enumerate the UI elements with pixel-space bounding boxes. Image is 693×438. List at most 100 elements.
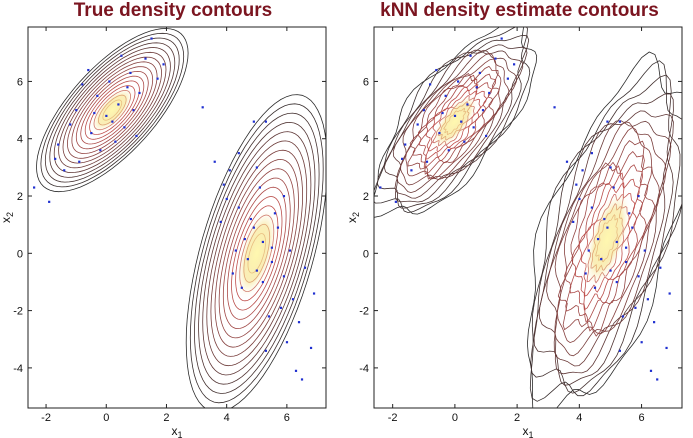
data-point <box>264 349 267 352</box>
contour-line <box>71 66 154 155</box>
data-point <box>150 37 153 40</box>
contour-line <box>564 151 649 332</box>
data-point <box>625 260 628 264</box>
contour-line <box>214 158 299 348</box>
data-point <box>600 258 603 261</box>
y-tick-label: 0 <box>363 248 369 260</box>
chart-title: kNN density estimate contours <box>380 0 659 21</box>
contour-line <box>218 168 295 339</box>
contour-line <box>575 172 640 311</box>
data-point <box>276 226 280 229</box>
contour-line <box>222 177 291 330</box>
data-point <box>219 220 222 223</box>
contour-line <box>546 120 672 367</box>
contour-line <box>189 103 324 404</box>
data-point <box>48 200 51 203</box>
data-point <box>126 86 129 89</box>
data-point <box>69 123 72 126</box>
data-point <box>612 186 615 189</box>
y-tick-label: 6 <box>17 76 23 88</box>
data-point <box>270 260 274 264</box>
data-point <box>394 200 397 203</box>
data-point <box>114 140 117 143</box>
y-tick-label: -2 <box>359 306 369 318</box>
data-point <box>401 157 404 160</box>
data-point <box>584 272 587 275</box>
data-point <box>252 120 255 123</box>
x-tick-label: 0 <box>103 412 109 424</box>
data-point <box>279 306 283 309</box>
contour-line <box>206 140 308 367</box>
data-point <box>597 237 600 241</box>
data-point <box>481 109 485 112</box>
contour-line <box>529 60 682 402</box>
x-tick-label: 2 <box>163 412 169 424</box>
y-tick-label: 4 <box>363 134 369 146</box>
contour-line <box>374 27 538 218</box>
contour-line <box>62 56 162 164</box>
data-point <box>643 249 646 252</box>
contour-line <box>526 51 682 408</box>
data-point <box>621 315 625 318</box>
data-point <box>500 37 503 40</box>
contour-line <box>58 51 167 169</box>
data-point <box>488 91 491 95</box>
contour-line <box>383 44 528 203</box>
data-point <box>90 131 93 135</box>
x-tick-label: -2 <box>388 412 398 424</box>
data-point <box>63 169 66 172</box>
data-point <box>78 160 81 163</box>
y-tick-label: 2 <box>17 191 23 203</box>
data-point <box>553 106 556 109</box>
data-point <box>288 249 292 252</box>
data-point <box>572 220 575 223</box>
contour-line <box>533 93 674 386</box>
data-point <box>291 298 295 301</box>
data-point <box>246 258 249 261</box>
data-point <box>565 160 569 163</box>
data-point <box>54 157 57 160</box>
data-point <box>75 109 78 112</box>
data-point <box>453 114 457 118</box>
data-point <box>668 292 671 295</box>
contour-line <box>231 196 283 311</box>
data-point <box>252 226 255 229</box>
data-point <box>478 71 481 75</box>
data-point <box>222 183 225 186</box>
data-point <box>240 286 243 289</box>
data-point <box>270 246 274 249</box>
data-point <box>135 134 138 138</box>
data-point <box>234 249 237 252</box>
contour-layer <box>33 28 326 408</box>
data-point <box>93 111 96 115</box>
y-tick-label: -4 <box>13 363 23 375</box>
contour-line <box>412 73 497 175</box>
contour-line <box>84 80 140 140</box>
y-tick-label: -2 <box>13 306 23 318</box>
chart-title: True density contours <box>73 0 273 21</box>
x-tick-label: 4 <box>576 412 582 424</box>
x-tick-label: 6 <box>638 412 644 424</box>
data-point <box>429 83 432 86</box>
data-point <box>138 91 141 95</box>
data-point <box>659 266 662 269</box>
contour-line <box>556 127 660 344</box>
data-point <box>513 63 516 66</box>
data-point <box>649 369 653 372</box>
data-point <box>111 120 114 123</box>
contour-line <box>67 61 158 159</box>
contour-line <box>376 34 530 209</box>
data-point <box>475 86 478 89</box>
data-point <box>637 275 640 278</box>
y-tick-label: 4 <box>17 134 23 146</box>
data-point <box>609 269 612 272</box>
data-point <box>441 111 444 115</box>
data-point <box>108 80 111 83</box>
data-point <box>646 298 649 301</box>
data-point <box>87 68 90 72</box>
data-point <box>656 378 659 381</box>
contour-line <box>53 47 171 174</box>
data-point <box>494 57 497 60</box>
contour-line <box>407 65 500 180</box>
data-point <box>225 197 228 201</box>
